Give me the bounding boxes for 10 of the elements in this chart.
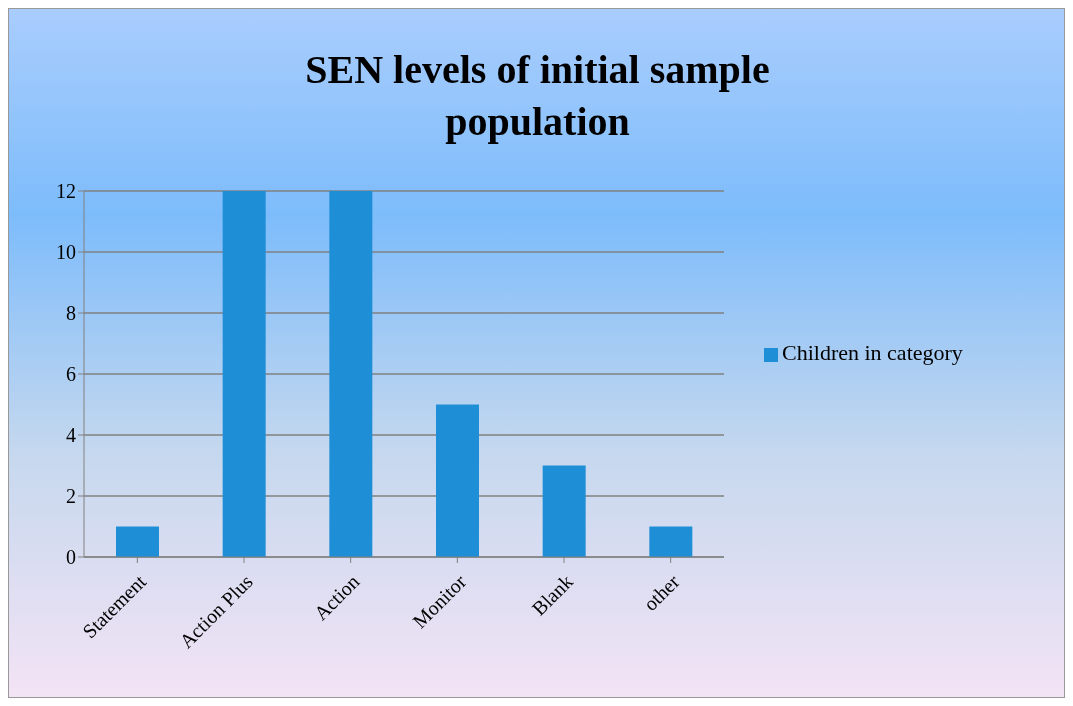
legend-label: Children in category bbox=[782, 340, 963, 365]
x-tick-label: other bbox=[638, 570, 684, 615]
y-tick-label: 6 bbox=[66, 363, 76, 386]
y-tick-label: 2 bbox=[66, 485, 76, 508]
y-tick-label: 0 bbox=[66, 546, 76, 569]
y-tick-label: 10 bbox=[56, 241, 76, 264]
y-tick-label: 12 bbox=[56, 180, 76, 203]
y-tick-label: 8 bbox=[66, 302, 76, 325]
y-tick-label: 4 bbox=[66, 424, 76, 447]
chart-title: SEN levels of initial sample population bbox=[304, 46, 771, 146]
